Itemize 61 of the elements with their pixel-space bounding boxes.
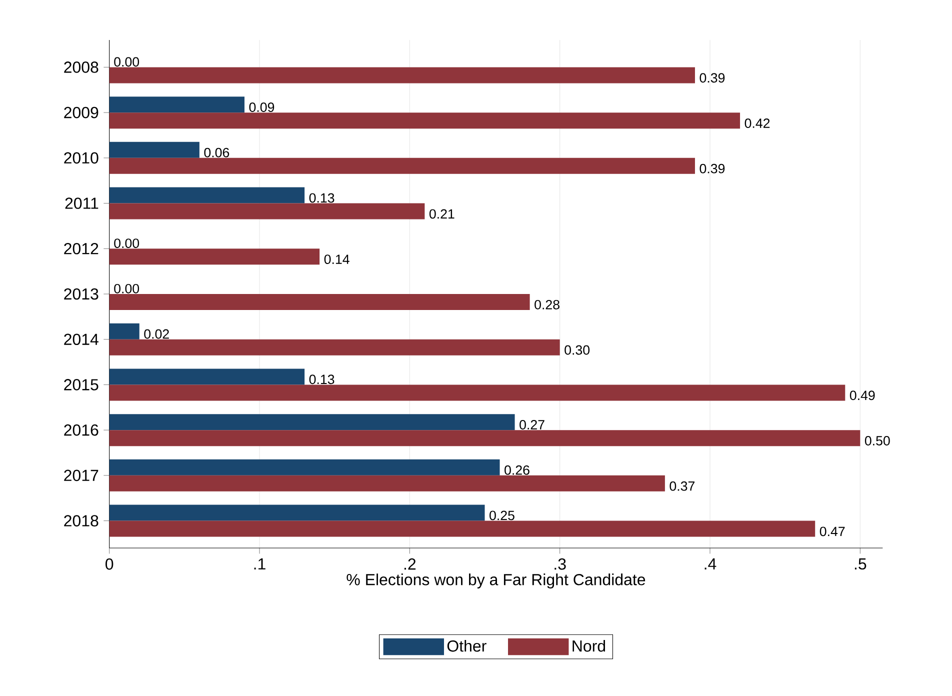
legend-label: Nord [572,640,606,652]
y-tick-label: 2018 [64,515,98,526]
bar [109,323,140,340]
y-tick-label: 2017 [64,470,98,482]
x-tick-label: .1 [254,558,266,570]
data-label: 0.00 [114,57,140,67]
bar [109,158,695,174]
data-label: 0.39 [700,73,725,83]
x-tick-label: .3 [554,558,566,570]
data-label: 0.27 [520,420,544,430]
data-label: 0.13 [309,374,334,384]
y-tick-label: 2009 [64,106,98,118]
data-label: 0.28 [534,300,560,310]
y-tick-label: 2014 [64,334,98,346]
y-tick-label: 2010 [64,152,98,164]
y-tick-label: 2015 [64,379,98,390]
data-label: 0.06 [204,148,230,158]
bar [109,142,200,158]
data-label: 0.14 [324,254,350,264]
data-label: 0.02 [144,329,169,339]
data-label: 0.30 [564,345,590,355]
data-label: 0.47 [820,526,845,536]
bar [109,203,425,220]
bar [109,248,320,265]
y-tick-label: 2012 [64,242,98,254]
legend-label: Other [447,640,486,652]
y-tick-label: 2011 [65,198,98,209]
bar [109,430,860,446]
x-tick-label: .2 [404,558,416,570]
x-axis-title: % Elections won by a Far Right Candidate [346,574,646,588]
data-label: 0.25 [490,510,514,520]
data-label: 0.39 [700,164,725,174]
bar [109,339,560,356]
data-label: 0.21 [429,209,454,219]
bar [109,520,816,537]
bar [109,414,515,430]
bar [109,187,305,204]
bar [109,96,244,113]
bar [109,67,695,84]
y-tick-label: 2016 [64,424,98,436]
bar [109,504,485,521]
bar [109,294,530,310]
data-label: 0.37 [670,481,694,491]
data-label: 0.26 [504,465,530,475]
x-tick-label: 0 [106,558,114,570]
x-tick-label: .5 [854,558,866,570]
data-label: 0.42 [744,118,770,128]
bar [109,384,846,401]
data-label: 0.09 [249,102,274,112]
data-label: 0.13 [309,193,334,203]
bar [109,112,740,129]
y-tick-label: 2013 [64,288,98,300]
data-label: 0.00 [114,238,140,248]
bar [109,368,305,385]
x-tick-label: .4 [704,558,716,570]
data-label: 0.49 [850,390,875,400]
data-label: 0.50 [864,436,890,446]
bar [109,475,665,492]
bar [109,459,500,476]
data-label: 0.00 [114,284,140,294]
y-tick-label: 2008 [64,62,98,73]
